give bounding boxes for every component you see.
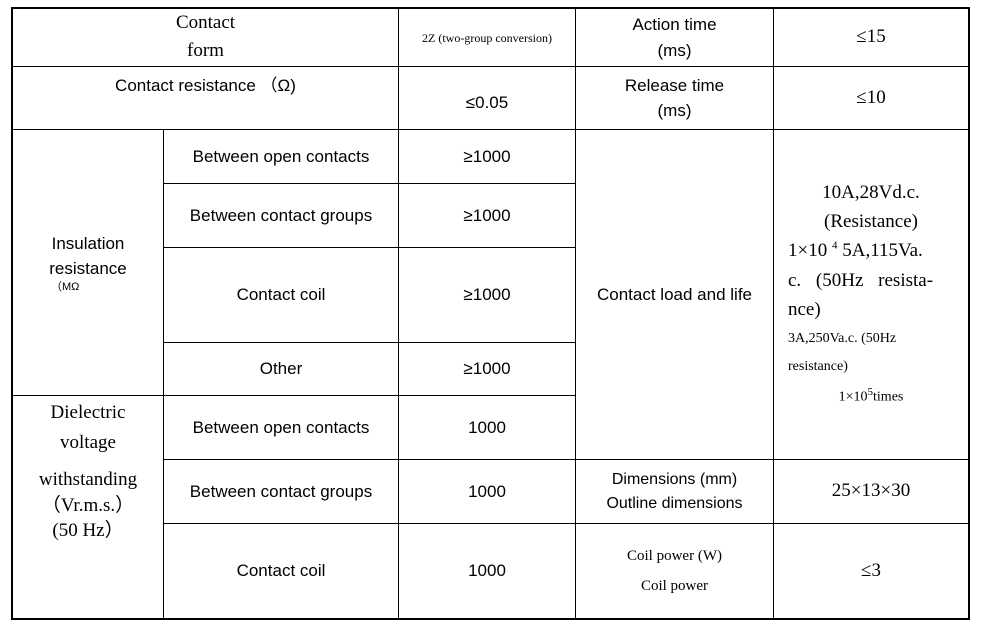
insulation-row-label: Between contact groups [163, 183, 399, 248]
value: ≥1000 [463, 205, 511, 225]
contact-resistance-value: ≤0.05 [398, 66, 576, 130]
insulation-row-label: Other [163, 342, 399, 396]
value: 2Z (two-group conversion) [422, 30, 552, 45]
value: ≤15 [856, 26, 886, 48]
insulation-row-value: ≥1000 [398, 342, 576, 396]
release-time-value: ≤10 [773, 66, 969, 130]
action-time-value: ≤15 [773, 8, 969, 67]
dielectric-row-label: Between contact groups [163, 459, 399, 524]
contact-form-value: 2Z (two-group conversion) [398, 8, 576, 67]
insulation-row-value: ≥1000 [398, 129, 576, 184]
load-line: 1×10 4 5A,115Va. [788, 236, 954, 265]
dielectric-row-value: 1000 [398, 395, 576, 460]
label-line: Insulation [51, 234, 125, 254]
label: Contact coil [236, 285, 326, 305]
dimensions-value: 25×13×30 [773, 459, 969, 524]
label-line: （Vr.m.s.） [41, 495, 135, 517]
label-line: withstanding [38, 468, 138, 490]
text: times [873, 389, 904, 405]
dielectric-label: Dielectric voltage withstanding （Vr.m.s.… [12, 395, 164, 619]
value: ≤10 [856, 86, 886, 108]
label: Between contact groups [189, 205, 373, 225]
load-line: c. (50Hz resista- [788, 269, 934, 291]
label-line: resistance [49, 259, 127, 278]
contact-resistance-label: Contact resistance （Ω) [12, 66, 399, 130]
value: 1000 [468, 417, 506, 437]
load-line: nce) [788, 299, 821, 321]
coil-power-label: Coil power (W) Coil power [575, 523, 774, 619]
contact-load-label: Contact load and life [575, 129, 774, 460]
exponent: 5 [867, 385, 874, 398]
label-line: Release time [624, 75, 725, 95]
insulation-row-label: Contact coil [163, 247, 399, 343]
label: Between open contacts [192, 417, 370, 437]
coil-power-value: ≤3 [773, 523, 969, 619]
release-time-label: Release time (ms) [575, 66, 774, 130]
label-line: Dimensions (mm) [611, 470, 738, 488]
load-line: resistance) [788, 358, 848, 374]
load-line: (Resistance) [824, 211, 918, 233]
contact-load-value: 10A,28Vd.c. (Resistance) 1×10 4 5A,115Va… [773, 129, 969, 460]
label-line: Outline dimensions [606, 494, 743, 512]
label-line: (ms) [657, 101, 692, 120]
dielectric-row-value: 1000 [398, 523, 576, 619]
dimensions-label: Dimensions (mm) Outline dimensions [575, 459, 774, 524]
label-line: Coil power (W) [627, 548, 722, 564]
text: 1×10 [788, 240, 828, 262]
label-line: (ms) [657, 40, 692, 60]
value: 1000 [468, 481, 506, 501]
label-line: Coil power [640, 578, 709, 594]
label-line: Contact [175, 12, 236, 33]
value: ≤0.05 [465, 93, 509, 113]
label-line: form [187, 39, 224, 61]
label: Contact resistance （Ω) [115, 76, 296, 95]
contact-form-label: Contact form [12, 8, 399, 67]
text: 5A,115Va. [837, 240, 923, 262]
insulation-resistance-label: Insulation resistance （MΩ [12, 129, 164, 396]
unit: （MΩ [51, 280, 80, 293]
dielectric-row-label: Contact coil [163, 523, 399, 619]
load-line: 1×105times [788, 381, 954, 412]
exponent: 4 [831, 240, 838, 253]
insulation-row-value: ≥1000 [398, 247, 576, 343]
label: Between contact groups [189, 481, 373, 501]
value: ≥1000 [463, 359, 511, 379]
value: ≤3 [861, 559, 881, 581]
value: 1000 [468, 561, 506, 581]
label: Contact load and life [597, 284, 752, 304]
label: Contact coil [236, 561, 326, 581]
label: Other [259, 359, 303, 379]
action-time-label: Action time (ms) [575, 8, 774, 67]
label-line: Action time [632, 15, 717, 34]
dielectric-row-label: Between open contacts [163, 395, 399, 460]
insulation-row-label: Between open contacts [163, 129, 399, 184]
label-line: (50 Hz） [52, 519, 124, 541]
label: Between open contacts [192, 146, 370, 166]
load-line: 10A,28Vd.c. [822, 181, 920, 203]
value: 25×13×30 [831, 480, 911, 502]
value: ≥1000 [463, 285, 511, 305]
value: ≥1000 [463, 146, 511, 166]
dielectric-row-value: 1000 [398, 459, 576, 524]
insulation-row-value: ≥1000 [398, 183, 576, 248]
label-line: voltage [60, 432, 116, 454]
text: 1×10 [838, 389, 868, 405]
load-line: 3A,250Va.c. (50Hz [788, 330, 897, 346]
label-line: Dielectric [50, 402, 126, 423]
